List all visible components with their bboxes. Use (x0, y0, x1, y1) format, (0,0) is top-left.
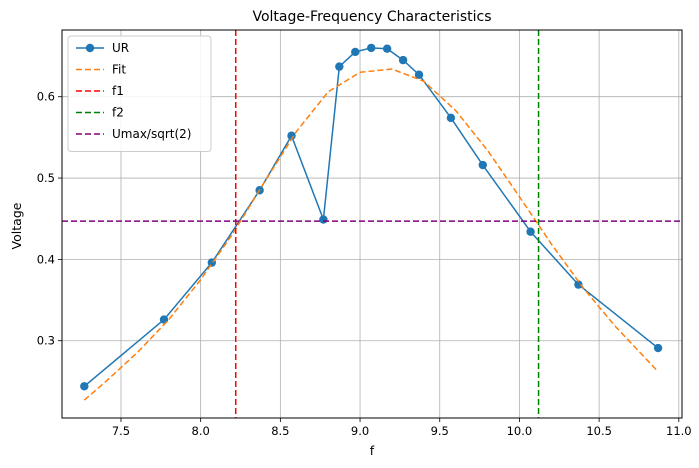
series-ur-point (80, 382, 89, 391)
x-tick-label: 9.0 (351, 424, 369, 438)
series-ur-point (287, 131, 296, 140)
y-axis-label: Voltage (9, 202, 24, 249)
y-axis-ticks: 0.3 0.4 0.5 0.6 (37, 90, 62, 348)
series-ur-point (351, 47, 360, 57)
legend: UR Fit f1 f2 Umax/sqrt(2) (67, 35, 212, 152)
series-ur-point (653, 343, 663, 353)
legend-label: Umax/sqrt(2) (112, 127, 191, 141)
x-tick-label: 8.5 (271, 424, 289, 438)
y-tick-label: 0.6 (37, 90, 55, 104)
series-ur-point (367, 43, 376, 53)
series-layer (62, 30, 682, 418)
legend-label: Fit (112, 63, 126, 77)
x-tick-label: 10.5 (586, 424, 612, 438)
y-tick-label: 0.5 (37, 171, 55, 185)
series-ur-point (319, 215, 328, 224)
series-ur-point (382, 44, 392, 53)
series-ur-point (398, 55, 408, 65)
legend-box (67, 35, 212, 152)
legend-label: UR (112, 41, 129, 55)
series-fit-line (83, 68, 659, 401)
y-tick-label: 0.3 (37, 334, 55, 348)
series-ur-point (414, 70, 424, 79)
series-ur-point (446, 113, 456, 123)
x-tick-label: 9.5 (431, 424, 449, 438)
legend-label: f2 (112, 106, 124, 120)
x-tick-label: 11.0 (666, 424, 692, 438)
legend-marker (85, 43, 95, 53)
x-axis-ticks: 7.5 8.0 8.5 9.0 9.5 10.0 10.5 11.0 (112, 418, 692, 438)
plot-frame (61, 29, 683, 419)
x-tick-label: 10.0 (507, 424, 533, 438)
x-tick-label: 8.0 (192, 424, 210, 438)
series-ur-point (335, 62, 344, 71)
y-tick-label: 0.4 (37, 252, 55, 266)
series-ur-point (478, 160, 487, 170)
x-tick-label: 7.5 (112, 424, 130, 438)
series-ur-point (574, 280, 583, 289)
chart-title: Voltage-Frequency Characteristics (252, 9, 491, 25)
legend-label: f1 (112, 84, 124, 98)
x-axis-label: f (370, 443, 375, 458)
series-ur-point (526, 227, 535, 236)
